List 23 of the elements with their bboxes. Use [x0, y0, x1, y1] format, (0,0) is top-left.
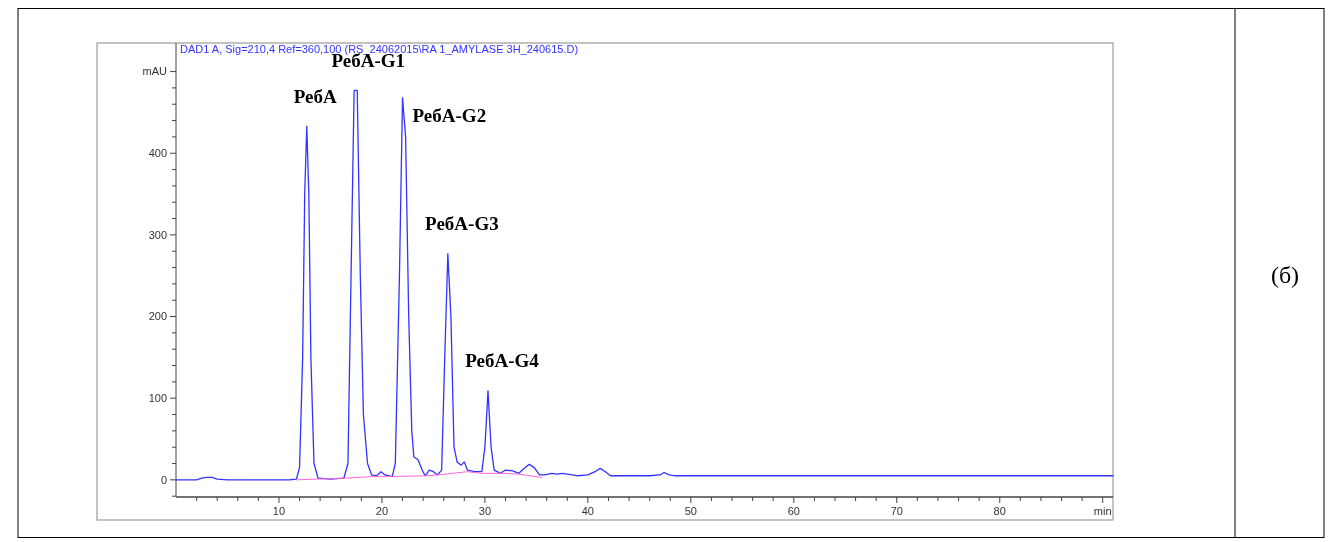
- annotation: РебА-G3: [425, 213, 499, 235]
- annotation: РебА-G2: [412, 105, 487, 127]
- x-tick-label: 50: [684, 505, 697, 517]
- text: (б): [1270, 262, 1300, 289]
- annotation: РебА-G4: [465, 350, 540, 372]
- x-tick-label: 30: [478, 505, 492, 517]
- line-series: [295, 471, 543, 481]
- line-series: [175, 89, 1114, 481]
- chart-title: DAD1 A, Sig=210,4 Ref=360,100 (RS_24062015\RA 1_AMYLASE 3H_240615.D): [180, 43, 579, 55]
- y-tick-label: 300: [148, 228, 167, 241]
- x-tick-label: 10: [272, 505, 286, 517]
- x-tick-label: 80: [993, 505, 1006, 517]
- x-tick-label: min: [1093, 505, 1112, 517]
- annotation: РебА: [293, 85, 338, 107]
- y-tick-label: 100: [148, 392, 167, 405]
- x-tick-label: 70: [890, 505, 903, 517]
- x-tick-label: 60: [787, 505, 800, 517]
- y-tick-label: 400: [148, 147, 167, 160]
- y-tick-label: 0: [160, 473, 167, 486]
- y-tick-label: 200: [148, 310, 167, 323]
- x-tick-label: 40: [581, 505, 594, 517]
- y-tick-label: mAU: [142, 65, 168, 78]
- x-tick-label: 20: [375, 505, 389, 517]
